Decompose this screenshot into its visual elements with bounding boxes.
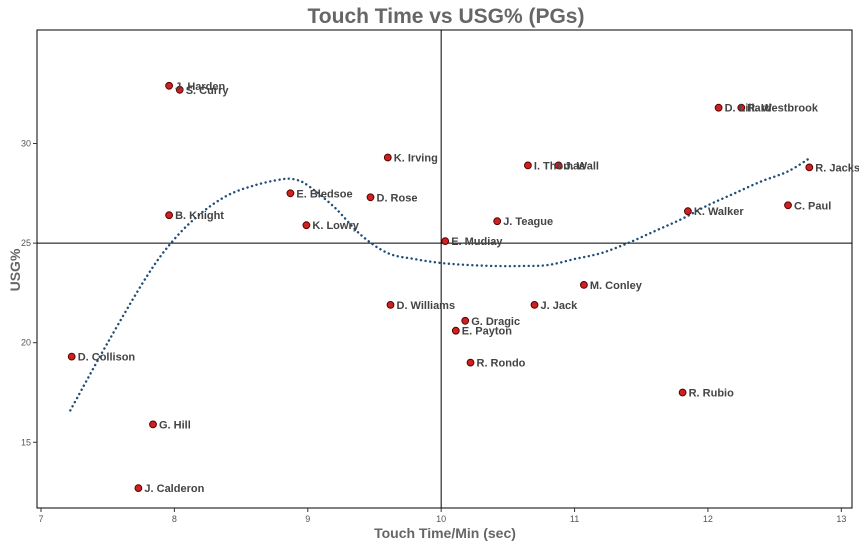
point-label: R. Westbrook [747, 103, 819, 115]
point-label: J. Harden [175, 81, 225, 93]
y-tick-label: 25 [21, 238, 31, 248]
data-point [149, 420, 157, 429]
data-points [67, 81, 814, 493]
point-label: R. Jackson [815, 162, 859, 174]
y-tick-label: 15 [21, 437, 31, 447]
x-axis-ticks: 7 8 9 10 11 12 13 [38, 508, 846, 524]
data-point [805, 163, 814, 172]
data-point [165, 81, 174, 90]
point-label: J. Calderon [144, 483, 204, 495]
y-axis-title: USG% [7, 248, 23, 291]
x-tick-label: 7 [38, 514, 43, 524]
data-point [580, 281, 588, 289]
data-point [386, 301, 395, 309]
point-label: J. Jack [541, 300, 579, 312]
data-point [714, 103, 723, 112]
data-point [554, 161, 563, 170]
point-label: D. Rose [377, 192, 418, 204]
point-label: K. Irving [394, 153, 438, 165]
trend-line [69, 156, 812, 412]
data-point [441, 237, 450, 246]
data-point [466, 358, 475, 367]
point-label: J. Wall [565, 160, 599, 172]
data-point [493, 217, 502, 226]
data-point [302, 221, 311, 230]
point-label: G. Hill [159, 419, 191, 431]
point-label: K. Lowry [312, 220, 359, 232]
point-label: D. Williams [397, 300, 456, 312]
data-point [678, 388, 687, 397]
x-axis-title: Touch Time/Min (sec) [374, 525, 516, 541]
x-tick-label: 12 [703, 514, 713, 524]
reference-lines [37, 30, 852, 508]
data-point [366, 193, 375, 202]
point-label: E. Mudiay [451, 236, 503, 248]
point-label: S. Curry [186, 85, 230, 97]
point-label: J. Teague [503, 216, 553, 228]
x-tick-label: 13 [836, 514, 846, 524]
point-label: E. Payton [462, 326, 512, 338]
point-label: R. Rondo [477, 358, 526, 370]
data-point [451, 326, 460, 335]
point-label: I. Thomas [534, 160, 585, 172]
x-tick-label: 8 [172, 514, 177, 524]
y-tick-label: 20 [21, 338, 31, 348]
data-point [461, 316, 470, 325]
point-label: D. Lillard [725, 103, 772, 115]
point-label: R. Rubio [689, 388, 734, 400]
data-point [530, 301, 539, 309]
point-label: C. Paul [794, 200, 831, 212]
data-point [383, 153, 392, 162]
point-label: E. Bledsoe [296, 188, 352, 200]
point-label: G. Dragic [471, 316, 520, 328]
data-point [737, 103, 746, 112]
data-point [67, 352, 76, 361]
data-point [684, 207, 692, 216]
point-label: K. Walker [694, 206, 744, 218]
x-tick-label: 10 [436, 514, 446, 524]
chart-title: Touch Time vs USG% (PGs) [308, 5, 585, 28]
data-point [165, 211, 174, 220]
point-label: B. Knight [175, 210, 224, 222]
x-tick-label: 11 [570, 514, 579, 524]
point-label: M. Conley [590, 280, 643, 292]
data-point [286, 189, 295, 198]
smooth-trend-path [69, 156, 812, 412]
data-point [524, 161, 532, 170]
y-tick-label: 30 [21, 139, 31, 149]
y-axis-ticks: 15 20 25 30 [21, 139, 37, 447]
point-label: D. Collison [78, 352, 136, 364]
data-point [175, 85, 184, 94]
x-tick-label: 9 [305, 514, 310, 524]
plot-frame [36, 29, 853, 509]
data-point [134, 484, 143, 493]
data-point [784, 201, 792, 210]
